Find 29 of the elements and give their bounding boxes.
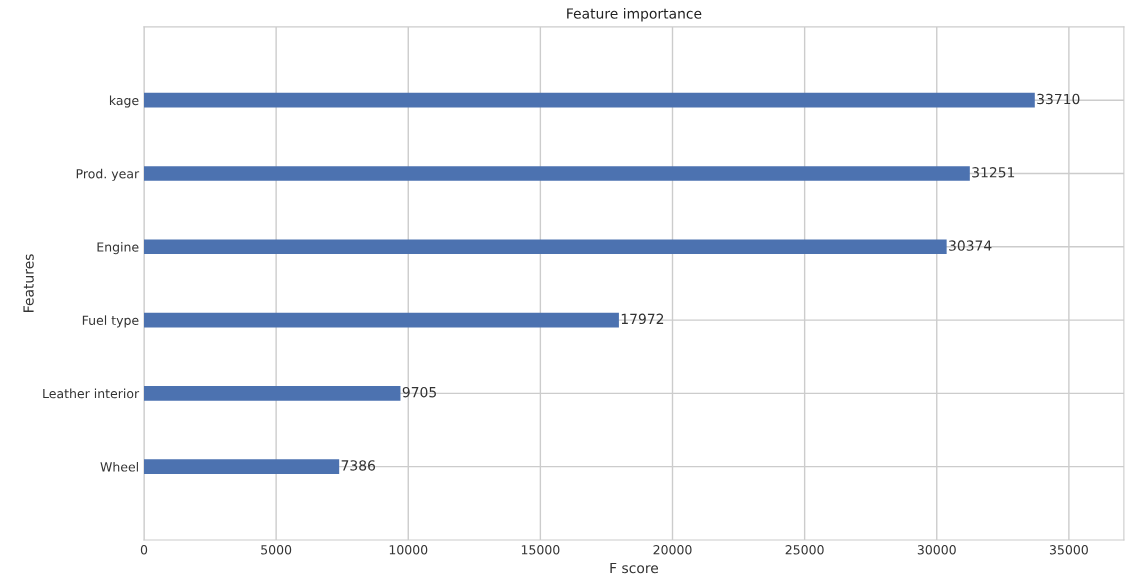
x-tick-label: 10000 [389, 545, 428, 555]
data-label: 31251 [972, 167, 1015, 178]
y-axis-title: Features [23, 254, 34, 312]
bar [144, 166, 970, 181]
bar [144, 459, 340, 474]
data-label: 33710 [1037, 93, 1080, 105]
chart-title: Feature importance [567, 8, 702, 22]
y-tick-label: Prod. year [76, 168, 140, 181]
x-tick-label: 5000 [261, 545, 292, 555]
x-tick-label: 25000 [785, 545, 824, 555]
bar [144, 92, 1035, 108]
x-tick-label: 20000 [653, 545, 692, 555]
data-label: 7386 [341, 460, 376, 471]
y-tick-label: Fuel type [82, 315, 139, 328]
bar [144, 312, 619, 328]
x-tick-label: 30000 [917, 545, 956, 555]
data-label: 17972 [621, 313, 664, 325]
y-tick-label: Wheel [100, 461, 138, 472]
y-tick-label: Leather interior [43, 388, 140, 399]
x-tick-label: 0 [140, 545, 148, 555]
bar [144, 386, 401, 401]
data-label: 30374 [949, 240, 992, 251]
x-tick-label: 15000 [521, 545, 560, 555]
y-tick-label: kage [109, 95, 139, 108]
x-axis-title: F score [610, 562, 659, 574]
x-tick-label: 35000 [1049, 545, 1088, 555]
y-tick-label: Engine [97, 242, 139, 255]
bar [144, 239, 947, 255]
data-label: 9705 [402, 386, 436, 398]
